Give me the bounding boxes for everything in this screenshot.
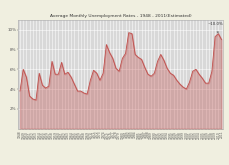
- Title: Average Monthly Unemployment Rates - 1948 - 2011(Estimated): Average Monthly Unemployment Rates - 194…: [50, 14, 191, 18]
- Text: ~10.0%: ~10.0%: [206, 22, 222, 33]
